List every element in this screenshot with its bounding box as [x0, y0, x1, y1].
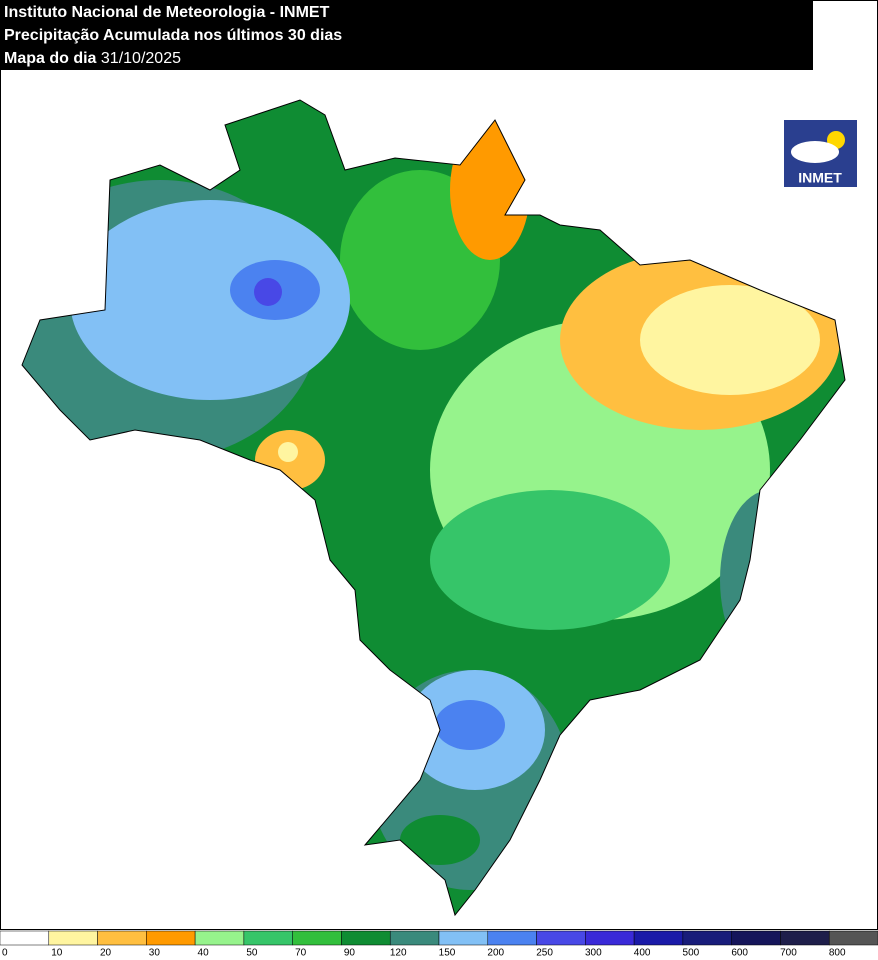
legend-swatch	[97, 930, 147, 946]
date: 31/10/2025	[101, 50, 181, 67]
legend-swatch	[536, 930, 586, 946]
legend-swatch	[0, 930, 50, 946]
legend-label: 600	[731, 948, 748, 959]
legend-swatch	[487, 930, 537, 946]
legend-swatch	[243, 930, 293, 946]
precipitation-field	[22, 100, 845, 915]
date-line: Mapa do dia 31/10/2025	[4, 50, 181, 67]
date-label: Mapa do dia	[4, 50, 97, 67]
legend-label: 30	[149, 948, 161, 959]
logo-cloud	[791, 141, 839, 163]
legend-swatch	[194, 930, 245, 946]
legend-label: 10	[51, 948, 63, 959]
legend-label: 40	[198, 948, 210, 959]
legend-label: 150	[439, 948, 456, 959]
legend-label: 400	[634, 948, 651, 959]
legend-label: 500	[683, 948, 700, 959]
legend-label: 800	[829, 948, 846, 959]
legend-swatch	[146, 930, 196, 946]
legend-label: 300	[585, 948, 602, 959]
legend-label: 20	[100, 948, 112, 959]
legend: 0 10 20 30 40 50 70 90 120 150 200 250 300 400 500 600 7…	[0, 930, 878, 959]
legend-swatch	[682, 930, 732, 946]
logo-text: INMET	[798, 170, 842, 186]
legend-label: 700	[780, 948, 797, 959]
subtitle: Precipitação Acumulada nos últimos 30 di…	[4, 27, 342, 44]
legend-swatch	[780, 930, 830, 946]
legend-swatch	[731, 930, 781, 946]
legend-label: 120	[390, 948, 407, 959]
legend-swatch	[585, 930, 635, 946]
legend-label: 0	[2, 948, 8, 959]
legend-label: 70	[295, 948, 307, 959]
header-bg	[0, 0, 813, 70]
legend-swatch	[828, 930, 878, 946]
title: Instituto Nacional de Meteorologia - INM…	[4, 4, 330, 21]
legend-label: 50	[246, 948, 258, 959]
legend-swatch	[389, 930, 440, 946]
legend-swatch	[48, 930, 98, 946]
legend-swatch	[292, 930, 342, 946]
legend-swatch	[438, 930, 489, 946]
legend-label: 200	[487, 948, 504, 959]
legend-label: 90	[344, 948, 356, 959]
legend-swatch	[341, 930, 391, 946]
legend-label: 250	[536, 948, 553, 959]
legend-swatch	[633, 930, 684, 946]
